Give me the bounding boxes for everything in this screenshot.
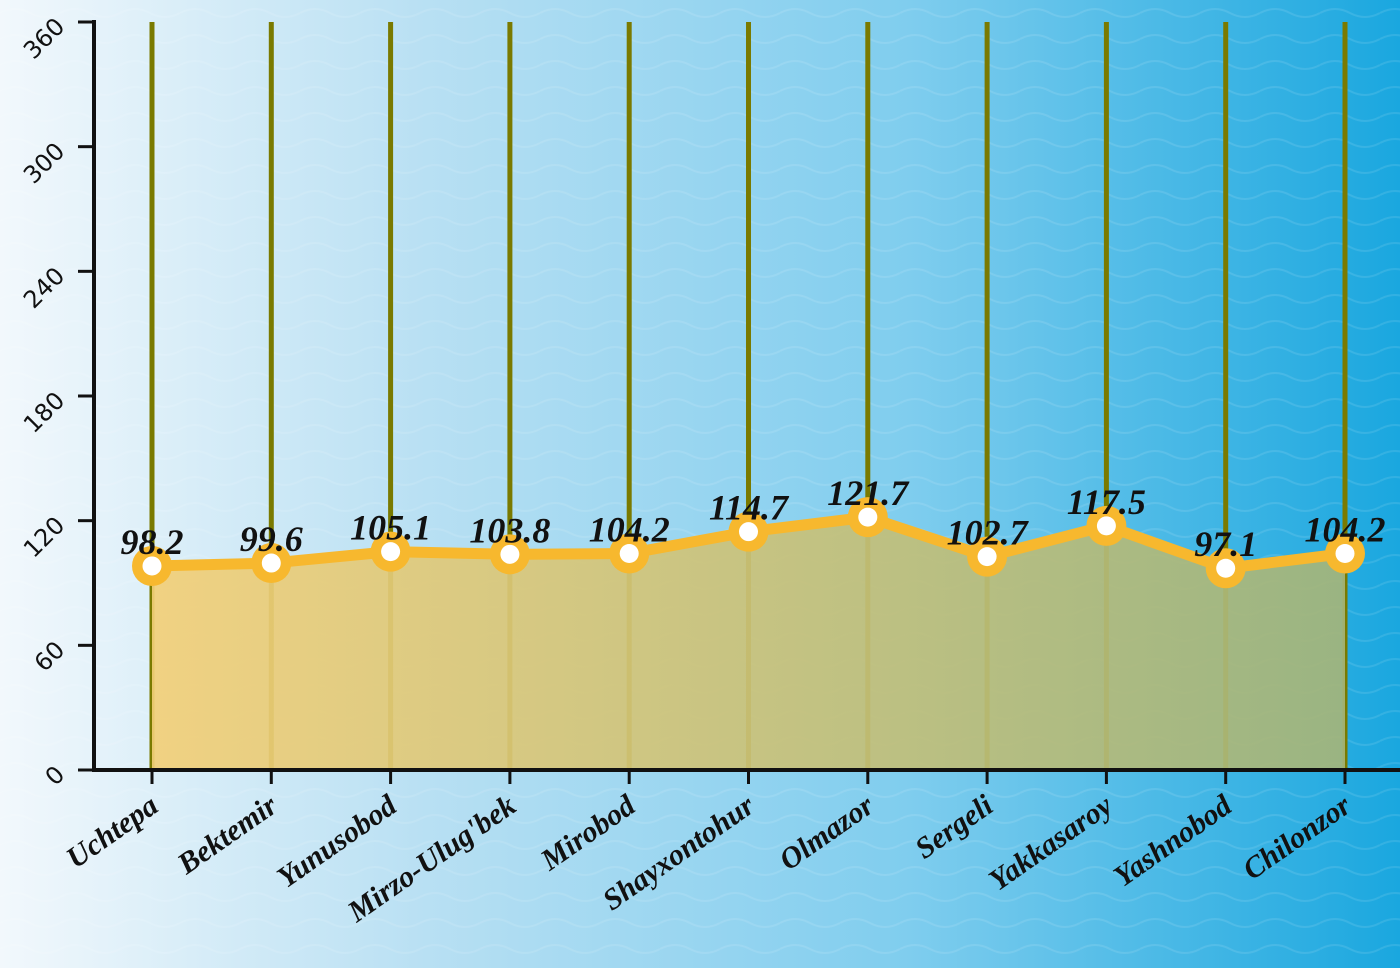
data-label: 97.1 [1194,524,1257,564]
data-point [847,497,888,538]
data-point [1325,533,1365,574]
data-label: 99.6 [240,519,303,559]
data-point [728,511,769,552]
data-point-center [1216,558,1236,578]
data-point-center [1096,516,1116,536]
data-point-center [619,543,639,563]
data-point-center [1335,543,1355,563]
data-label: 104.2 [589,509,670,549]
data-point [967,536,1008,577]
data-label: 98.2 [121,522,184,562]
data-point [370,531,411,572]
data-label: 103.8 [469,510,550,550]
data-label: 121.7 [827,473,910,513]
data-point [132,545,172,586]
data-label: 102.7 [947,513,1030,553]
data-label: 104.2 [1305,509,1386,549]
data-label: 117.5 [1067,482,1146,522]
data-label: 105.1 [350,508,431,548]
data-label: 114.7 [709,488,790,528]
markers-layer [132,497,1365,589]
data-point-center [500,544,520,564]
data-point-center [858,507,878,527]
axes [78,20,1400,784]
area-fill-layer [152,517,1345,770]
data-point-center [739,522,758,542]
data-point [251,543,292,584]
data-point [609,533,650,574]
data-point [1086,505,1127,546]
data-labels-layer: 98.2 99.6 105.1 103.8 104.2 114.7 121.7 102.7 11… [121,473,1386,564]
data-point-center [977,547,997,567]
series-area [152,517,1345,770]
data-point [1205,548,1246,589]
data-point [489,534,530,575]
data-point-center [261,553,281,573]
data-point-center [142,556,162,576]
data-point-center [381,542,401,562]
